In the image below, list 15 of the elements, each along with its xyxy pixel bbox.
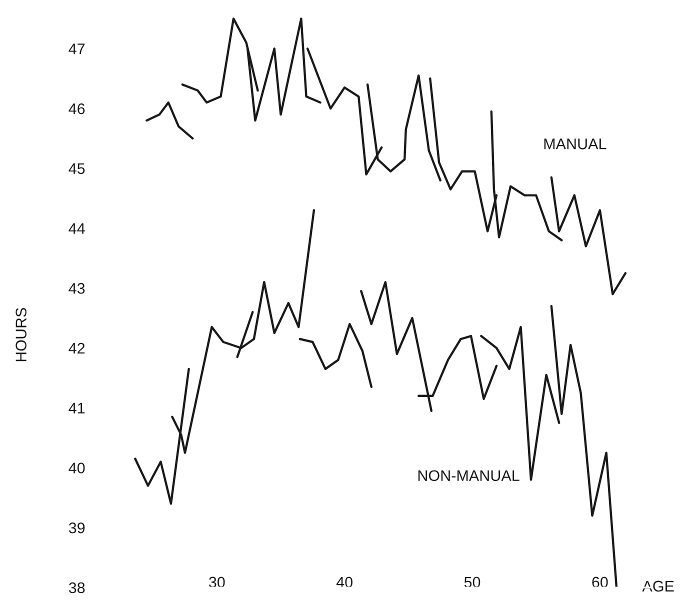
y-tick-label: 43 [68,282,85,294]
series-label: MANUAL [544,138,606,150]
y-tick-label: 39 [68,522,85,534]
x-tick-label: 60 [592,576,608,588]
y-tick-label: 44 [68,223,85,234]
y-axis-title: HOURS [16,308,26,362]
y-tick-label: 45 [68,163,85,174]
y-tick-label: 47 [68,44,85,54]
y-tick-label: 38 [68,582,85,594]
y-tick-label: 41 [68,402,85,414]
y-tick-label: 40 [68,462,85,474]
y-tick-label: 46 [68,103,85,114]
series-label: NON-MANUAL [418,470,520,482]
x-tick-label: 40 [336,576,352,588]
y-tick-label: 42 [68,342,85,354]
